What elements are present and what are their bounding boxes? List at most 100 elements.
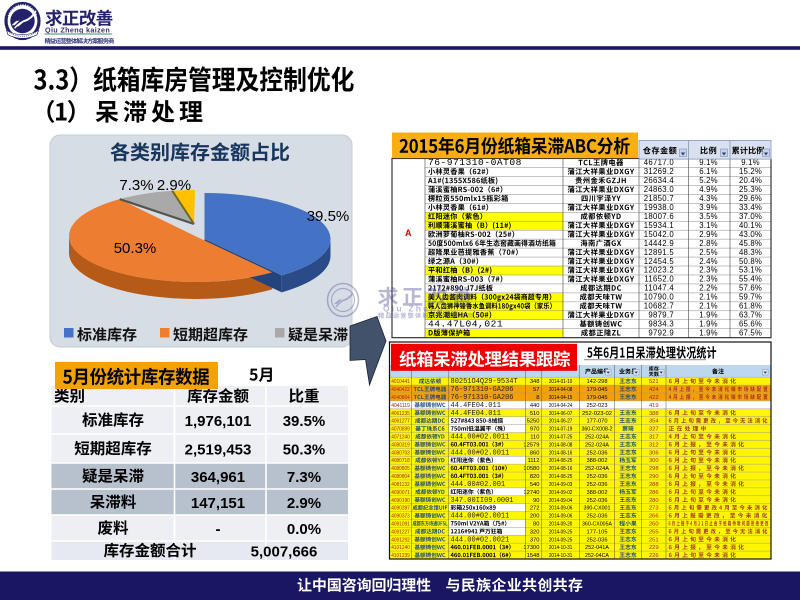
svg-text:21850.7: 21850.7	[644, 194, 674, 203]
svg-text:2014-09-06: 2014-09-06	[549, 514, 573, 520]
svg-text:360-CX005A: 360-CX005A	[582, 521, 612, 527]
svg-text:347.00II09.0001: 347.00II09.0001	[451, 497, 514, 505]
svg-text:2014-06-27: 2014-06-27	[549, 419, 573, 425]
svg-text:4090190: 4090190	[391, 498, 410, 504]
svg-text:260: 260	[649, 521, 659, 527]
svg-text:4101240: 4101240	[391, 545, 410, 551]
svg-text:4091091: 4091091	[391, 521, 410, 527]
svg-text:4080703: 4080703	[391, 450, 410, 456]
svg-text:540: 540	[530, 482, 540, 488]
svg-text:252-036: 252-036	[587, 498, 608, 504]
svg-text:40.1%: 40.1%	[739, 221, 762, 230]
svg-text:252-036: 252-036	[587, 450, 608, 456]
svg-text:2014-08-16: 2014-08-16	[549, 450, 573, 456]
svg-text:12891.5: 12891.5	[644, 248, 675, 257]
svg-text:970: 970	[530, 427, 540, 433]
svg-text:24863.0: 24863.0	[644, 185, 675, 194]
svg-text:177-105: 177-105	[587, 529, 608, 535]
svg-text:2,519,453: 2,519,453	[185, 442, 252, 459]
svg-text:4040804: 4040804	[391, 395, 410, 401]
svg-text:4.3%: 4.3%	[699, 194, 718, 203]
svg-text:10790.0: 10790.0	[644, 293, 675, 302]
svg-text:26634.4: 26634.4	[644, 176, 675, 185]
svg-text:4090287: 4090287	[391, 506, 410, 512]
svg-text:2.8%: 2.8%	[699, 239, 718, 248]
svg-text:2.3%: 2.3%	[699, 275, 718, 284]
svg-text:2014-04-15: 2014-04-15	[549, 395, 573, 401]
svg-text:1.9%: 1.9%	[699, 328, 718, 337]
svg-text:18007.6: 18007.6	[644, 212, 674, 221]
svg-text:290: 290	[649, 474, 659, 480]
svg-text:272: 272	[530, 506, 540, 512]
svg-text:4040422: 4040422	[391, 387, 410, 393]
svg-text:286: 286	[649, 490, 659, 496]
svg-text:4070899: 4070899	[391, 427, 410, 433]
svg-text:63.7%: 63.7%	[739, 311, 762, 320]
svg-text:252-024A: 252-024A	[585, 466, 609, 472]
svg-text:3.9%: 3.9%	[699, 203, 718, 212]
svg-text:4071240: 4071240	[391, 435, 410, 441]
svg-text:280: 280	[649, 498, 659, 504]
svg-text:57.6%: 57.6%	[739, 284, 762, 293]
svg-text:360-CX008-2: 360-CX008-2	[582, 427, 613, 433]
svg-text:200: 200	[530, 514, 540, 520]
svg-text:14442.9: 14442.9	[644, 239, 674, 248]
svg-text:80: 80	[533, 521, 539, 527]
svg-text:7.3%: 7.3%	[119, 177, 153, 194]
svg-text:364,961: 364,961	[191, 469, 245, 486]
svg-text:1.9%: 1.9%	[699, 319, 718, 328]
svg-text:12023.2: 12023.2	[644, 266, 674, 275]
svg-text:90: 90	[533, 498, 539, 504]
svg-text:15934.1: 15934.1	[644, 221, 674, 230]
svg-text:31269.2: 31269.2	[644, 167, 674, 176]
svg-text:320: 320	[530, 529, 540, 535]
svg-text:4091227: 4091227	[391, 529, 410, 535]
svg-text:65.6%: 65.6%	[739, 319, 762, 328]
svg-text:4080804: 4080804	[391, 474, 410, 480]
svg-text:4101239: 4101239	[391, 553, 410, 559]
svg-text:4061277: 4061277	[391, 419, 410, 425]
svg-text:0.0%: 0.0%	[287, 521, 321, 538]
svg-text:5250: 5250	[527, 419, 540, 425]
svg-text:29.6%: 29.6%	[739, 194, 762, 203]
svg-text:252-04CA: 252-04CA	[585, 553, 609, 559]
svg-text:4080319: 4080319	[391, 442, 410, 448]
svg-text:Qiu Zheng kaizen: Qiu Zheng kaizen	[45, 25, 110, 34]
svg-text:4041119: 4041119	[391, 403, 410, 409]
svg-text:298: 298	[649, 466, 659, 472]
svg-text:510: 510	[530, 411, 540, 417]
svg-text:2014-04-08: 2014-04-08	[549, 387, 573, 393]
svg-text:2.9%: 2.9%	[287, 495, 321, 512]
svg-text:59.7%: 59.7%	[739, 293, 762, 302]
svg-text:4010441: 4010441	[391, 379, 410, 385]
svg-text:2.5%: 2.5%	[699, 248, 718, 257]
svg-text:61.8%: 61.8%	[739, 302, 762, 311]
svg-text:2014-09-25: 2014-09-25	[549, 529, 573, 535]
svg-text:9834.3: 9834.3	[648, 319, 674, 328]
svg-text:44.4FE04.011: 44.4FE04.011	[451, 402, 501, 410]
svg-text:424: 424	[649, 387, 659, 393]
svg-text:50.3%: 50.3%	[114, 240, 157, 257]
svg-text:444.00#02.0021: 444.00#02.0021	[451, 536, 510, 544]
svg-text:8: 8	[536, 395, 539, 401]
svg-text:2014-07-25: 2014-07-25	[549, 435, 573, 441]
svg-text:11652.0: 11652.0	[644, 275, 674, 284]
svg-text:37.0%: 37.0%	[739, 212, 762, 221]
svg-text:179-045: 179-045	[587, 387, 608, 393]
svg-text:5,007,666: 5,007,666	[251, 544, 318, 561]
svg-text:2.9%: 2.9%	[157, 177, 191, 194]
svg-text:252-024A: 252-024A	[585, 435, 609, 441]
svg-text:76-971310-GA206: 76-971310-GA206	[451, 394, 514, 402]
svg-text:354: 354	[649, 419, 659, 425]
svg-text:2014-10-31: 2014-10-31	[549, 545, 573, 551]
svg-text:255: 255	[649, 529, 659, 535]
svg-text:15042.0: 15042.0	[644, 230, 675, 239]
svg-text:2014-09-20: 2014-09-20	[549, 521, 573, 527]
svg-text:1,976,101: 1,976,101	[185, 413, 252, 430]
svg-text:251: 251	[649, 537, 659, 543]
svg-text:57: 57	[533, 387, 539, 393]
svg-text:39.5%: 39.5%	[307, 208, 350, 225]
svg-text:3.1%: 3.1%	[699, 221, 718, 230]
svg-text:147,151: 147,151	[191, 495, 245, 512]
svg-text:252-036: 252-036	[587, 474, 608, 480]
